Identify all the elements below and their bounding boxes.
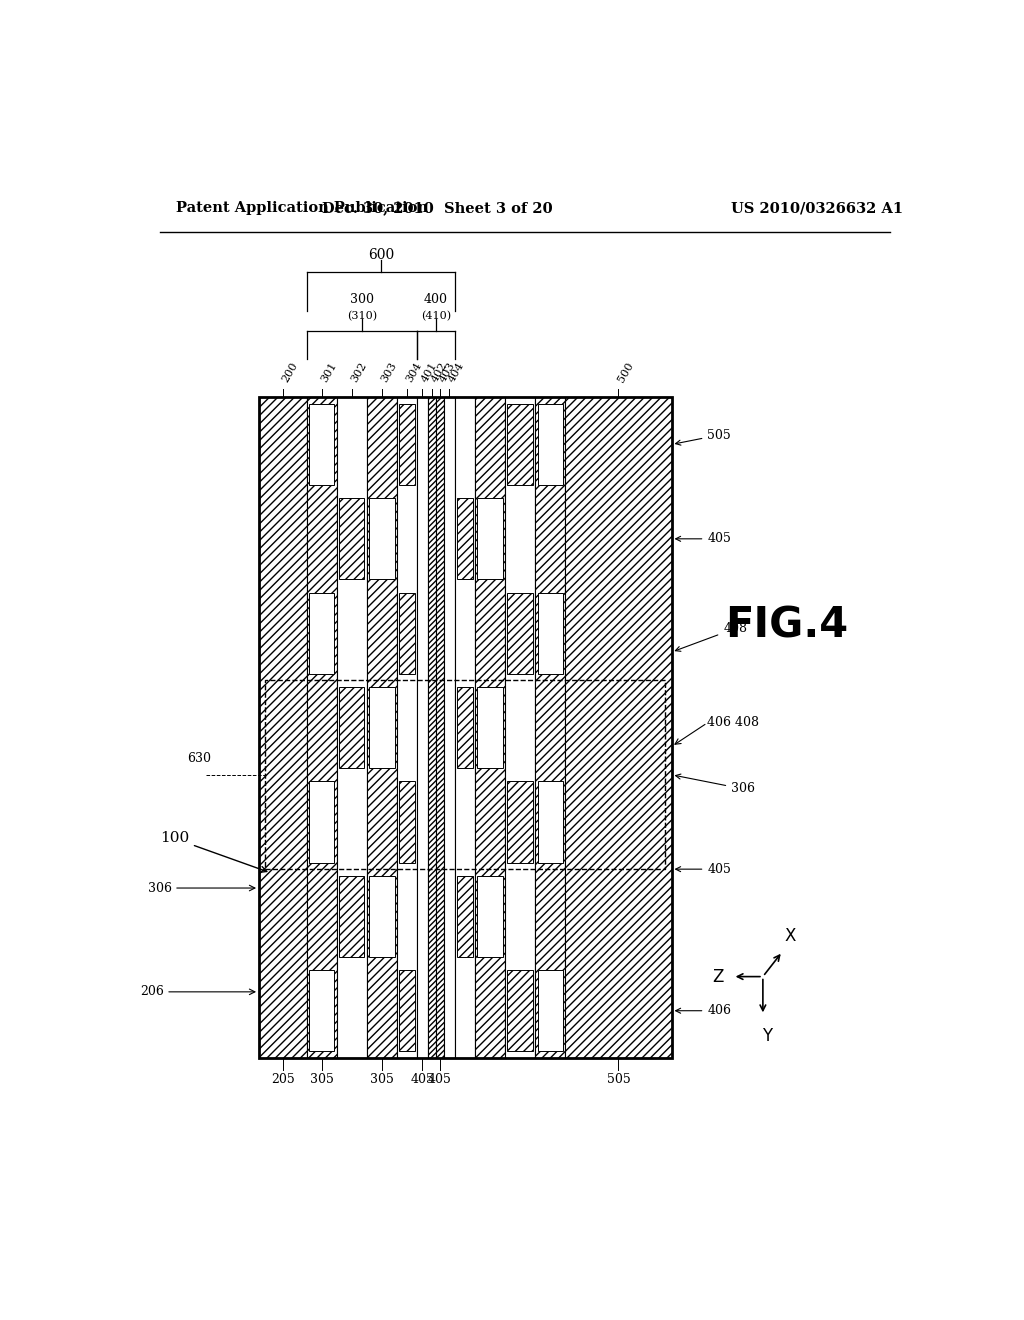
Text: 401: 401 xyxy=(420,360,439,384)
Text: 405: 405 xyxy=(428,1073,452,1086)
Text: 206: 206 xyxy=(140,985,164,998)
Text: 405: 405 xyxy=(411,1073,434,1086)
Text: 300: 300 xyxy=(350,293,374,306)
Bar xyxy=(428,397,436,1057)
Text: 305: 305 xyxy=(309,1073,334,1086)
Text: (310): (310) xyxy=(347,310,377,321)
Text: 406 408: 406 408 xyxy=(708,717,760,730)
Bar xyxy=(259,397,672,1057)
Bar xyxy=(309,970,334,1051)
Bar xyxy=(507,404,532,484)
Text: 200: 200 xyxy=(281,360,300,384)
Text: Patent Application Publication: Patent Application Publication xyxy=(176,201,428,215)
Text: 404: 404 xyxy=(447,360,466,384)
Bar xyxy=(507,593,532,673)
Bar xyxy=(505,397,536,1057)
Text: 500: 500 xyxy=(616,360,636,384)
Bar xyxy=(536,397,565,1057)
Text: Y: Y xyxy=(762,1027,772,1045)
Bar xyxy=(306,397,337,1057)
Text: Dec. 30, 2010  Sheet 3 of 20: Dec. 30, 2010 Sheet 3 of 20 xyxy=(323,201,553,215)
Text: 301: 301 xyxy=(319,360,339,384)
Text: 303: 303 xyxy=(380,360,399,384)
Bar xyxy=(457,875,473,957)
Text: 304: 304 xyxy=(404,360,424,384)
Text: 505: 505 xyxy=(676,429,731,445)
Text: FIG.4: FIG.4 xyxy=(725,605,848,647)
Text: 505: 505 xyxy=(606,1073,631,1086)
Bar xyxy=(436,397,443,1057)
Text: 306: 306 xyxy=(147,882,172,895)
Bar xyxy=(265,680,666,869)
Bar xyxy=(565,397,672,1057)
Bar xyxy=(477,498,503,579)
Bar xyxy=(309,781,334,862)
Text: US 2010/0326632 A1: US 2010/0326632 A1 xyxy=(731,201,903,215)
Bar xyxy=(538,593,563,673)
Bar xyxy=(398,970,416,1051)
Bar xyxy=(397,397,417,1057)
Bar xyxy=(455,397,475,1057)
Text: 600: 600 xyxy=(368,248,394,263)
Bar xyxy=(398,593,416,673)
Bar xyxy=(457,498,473,579)
Bar xyxy=(475,397,505,1057)
Bar xyxy=(370,875,394,957)
Text: 405: 405 xyxy=(676,532,731,545)
Text: 402: 402 xyxy=(430,360,449,384)
Bar xyxy=(417,397,428,1057)
Bar xyxy=(538,404,563,484)
Text: 302: 302 xyxy=(349,360,369,384)
Bar xyxy=(370,686,394,768)
Text: 100: 100 xyxy=(160,832,267,873)
Text: 306: 306 xyxy=(676,774,755,796)
Text: 405: 405 xyxy=(676,863,731,875)
Bar xyxy=(443,397,455,1057)
Bar xyxy=(398,781,416,862)
Text: 630: 630 xyxy=(187,751,212,764)
Bar xyxy=(337,397,367,1057)
Bar xyxy=(477,875,503,957)
Bar xyxy=(477,686,503,768)
Text: X: X xyxy=(784,927,796,945)
Text: 305: 305 xyxy=(370,1073,394,1086)
Bar xyxy=(339,498,365,579)
Bar xyxy=(538,781,563,862)
Text: Z: Z xyxy=(712,968,723,986)
Bar xyxy=(507,781,532,862)
Bar xyxy=(367,397,397,1057)
Bar xyxy=(398,404,416,484)
Bar xyxy=(259,397,306,1057)
Bar xyxy=(457,686,473,768)
Bar xyxy=(309,593,334,673)
Text: 403: 403 xyxy=(437,360,457,384)
Text: 205: 205 xyxy=(271,1073,295,1086)
Bar xyxy=(507,970,532,1051)
Bar xyxy=(370,498,394,579)
Text: 408: 408 xyxy=(676,622,748,651)
Bar xyxy=(309,404,334,484)
Text: (410): (410) xyxy=(421,310,451,321)
Bar xyxy=(538,970,563,1051)
Bar xyxy=(339,686,365,768)
Bar xyxy=(339,875,365,957)
Text: 400: 400 xyxy=(424,293,447,306)
Text: 406: 406 xyxy=(676,1005,731,1018)
